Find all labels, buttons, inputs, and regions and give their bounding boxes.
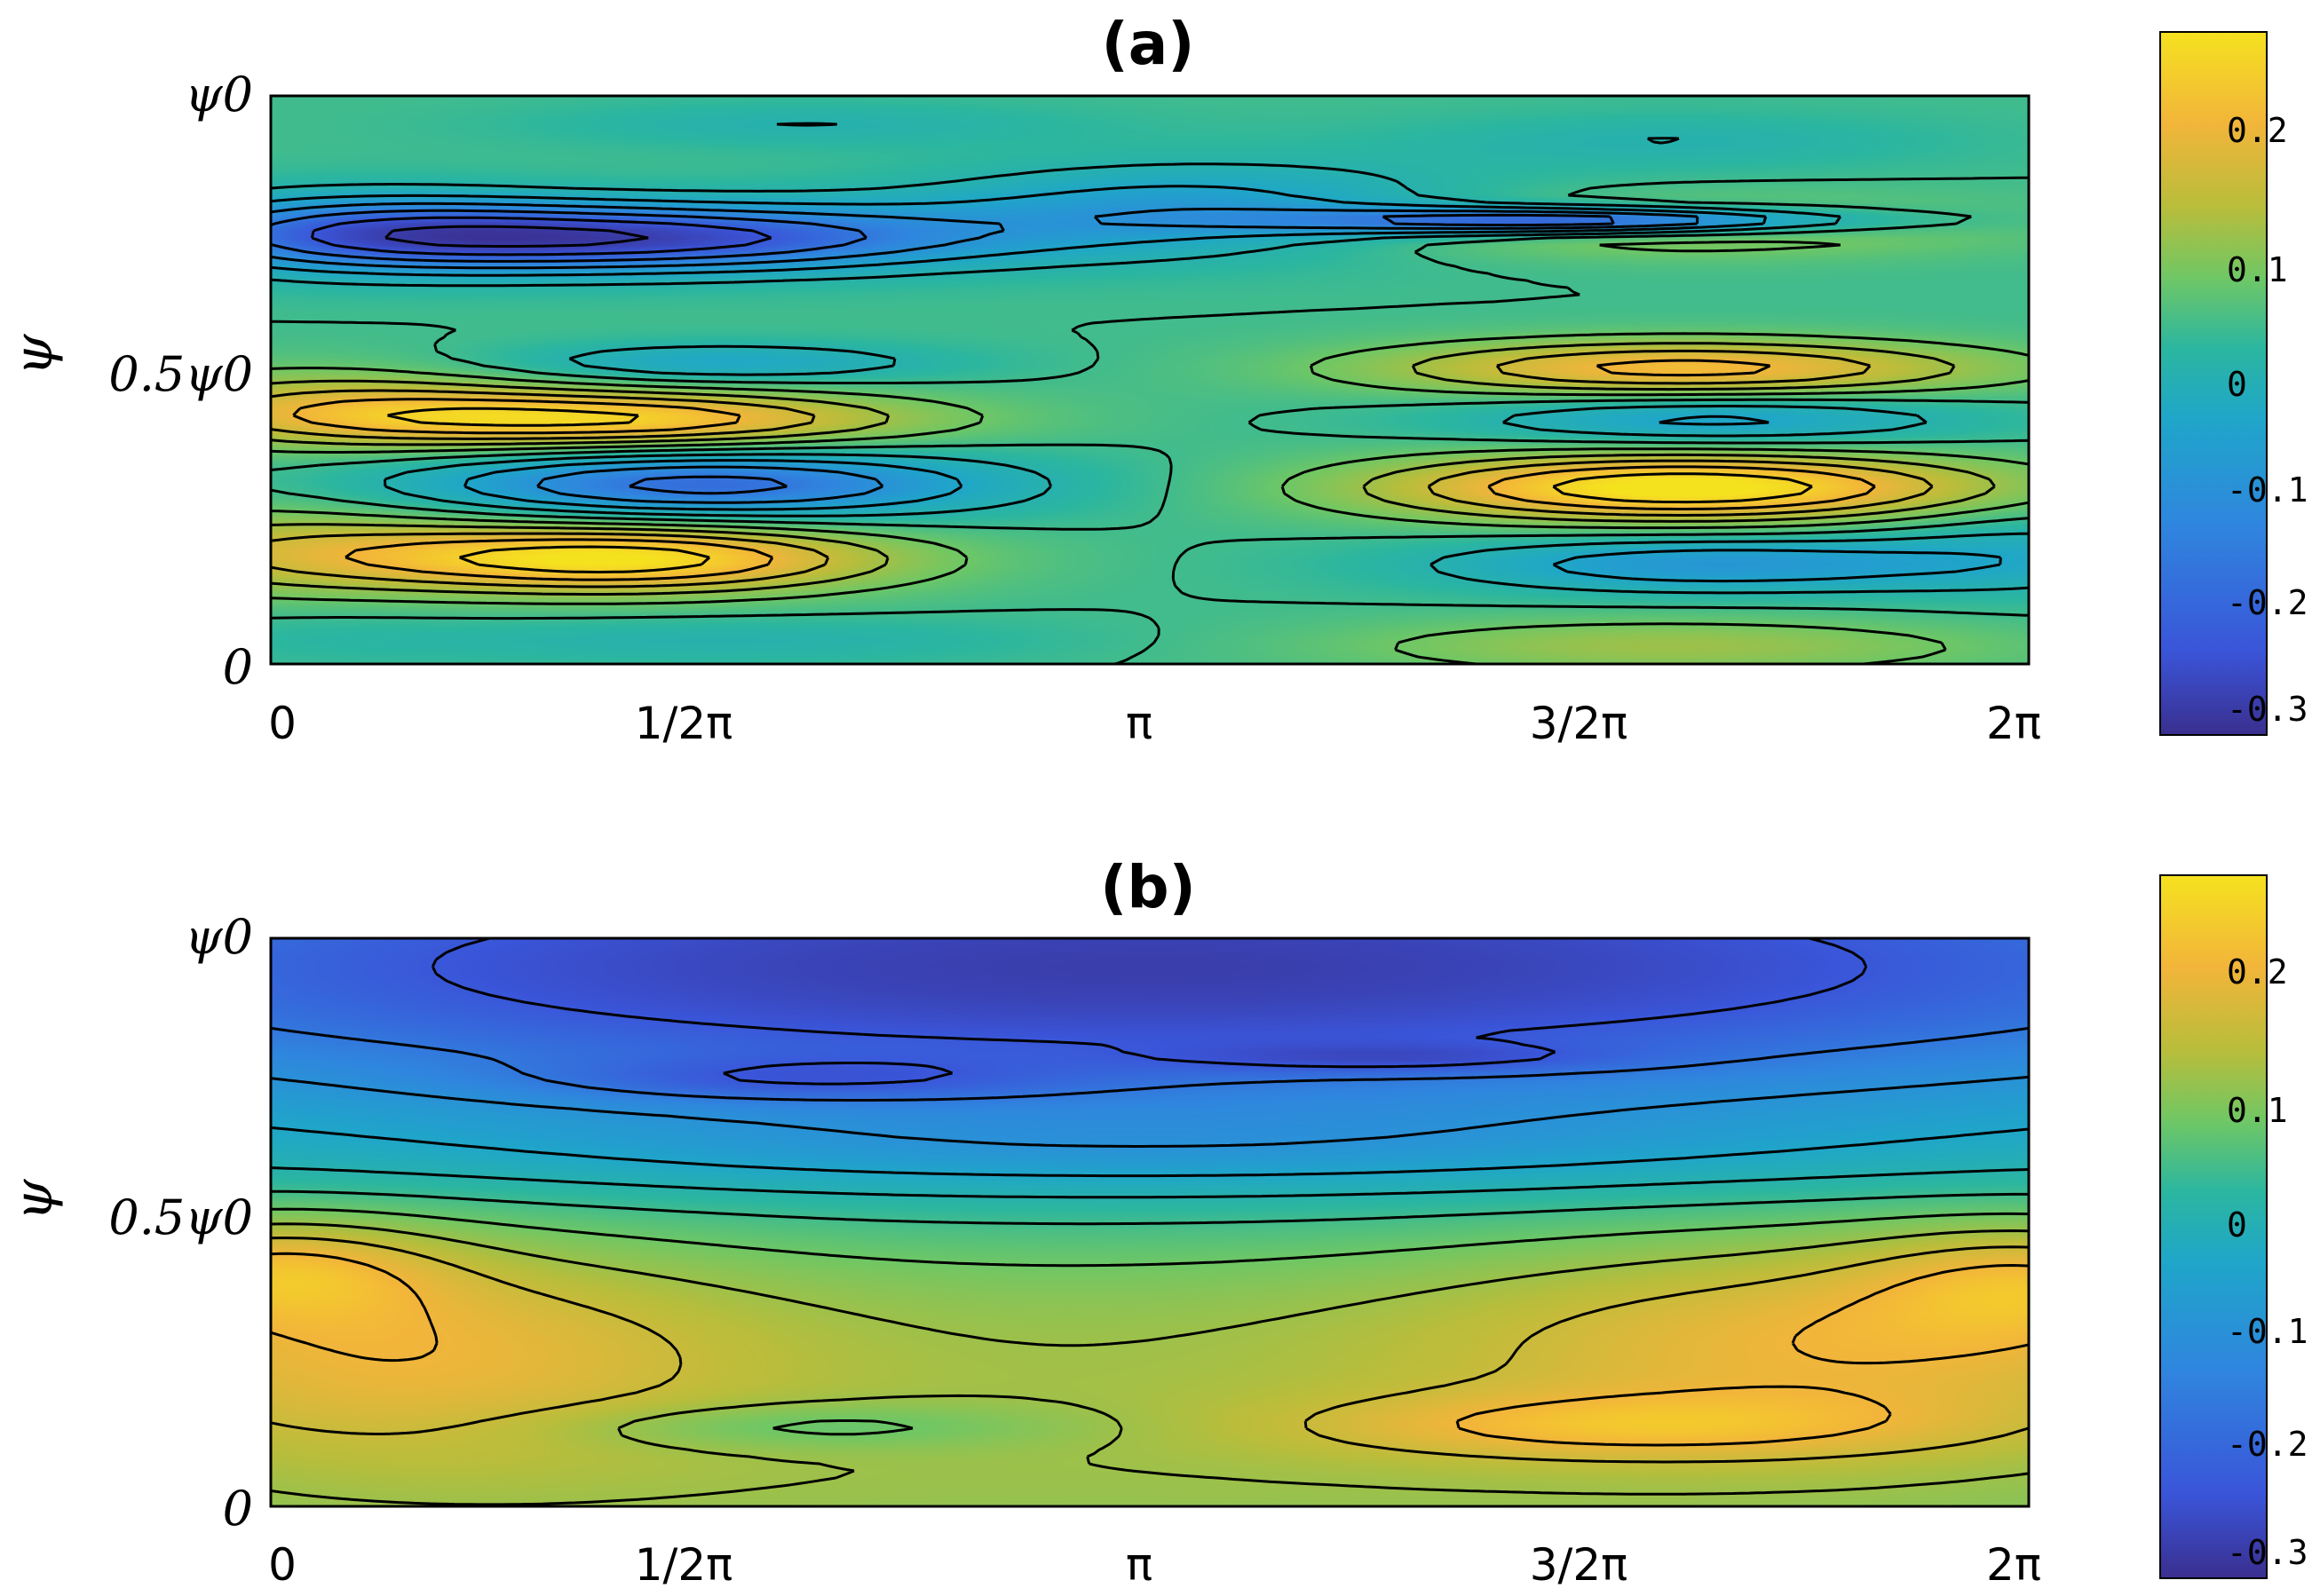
- panel-a-xtick: 1/2π: [635, 698, 733, 749]
- contour-line: [270, 1075, 2030, 1148]
- panel-b-ytick: ψ0: [185, 909, 253, 965]
- contour-line: [270, 201, 1699, 504]
- panel-a-contours: [270, 122, 2030, 666]
- panel-b-colorbar-tick: 0.2: [2227, 952, 2288, 992]
- panel-b-colorbar-gradient: [2159, 874, 2268, 1579]
- contour-line: [271, 1189, 2029, 1226]
- contour-line: [270, 1026, 2030, 1102]
- panel-a-ytick: ψ0: [185, 67, 253, 122]
- panel-b-colorbar: 0.2 0.1 0 -0.1 -0.2 -0.3: [2159, 874, 2308, 1579]
- panel-b-ytick: 0.5ψ0: [108, 1189, 253, 1245]
- contour-line: [271, 1207, 2030, 1436]
- panel-a-colorbar-gradient: [2159, 31, 2268, 736]
- panel-b: (b) 0 1/2π π 3/2π 2π 0 0.5ψ0 ψ0 ψ 0.2 0.…: [3, 853, 2308, 1591]
- panel-a-heatmap: [271, 96, 2029, 664]
- panel-b-colorbar-tick: 0.1: [2227, 1091, 2288, 1130]
- panel-b-xtick: 3/2π: [1530, 1539, 1628, 1591]
- panel-b-frame: [269, 936, 2031, 1508]
- contour-line: [270, 342, 1996, 596]
- contour-line: [270, 209, 1615, 495]
- panel-b-contours: [270, 936, 2030, 1506]
- panel-a-colorbar: 0.2 0.1 0 -0.1 -0.2 -0.3: [2159, 31, 2308, 736]
- panel-a-title: (a): [1102, 10, 1195, 78]
- contour-line: [270, 176, 2030, 666]
- panel-a-colorbar-tick: -0.1: [2227, 470, 2308, 510]
- panel-b-xtick: 2π: [1986, 1539, 2041, 1591]
- panel-a-xtick: 2π: [1986, 698, 2041, 749]
- contour-line: [270, 349, 1934, 589]
- panel-a-colorbar-tick: 0.1: [2227, 250, 2288, 289]
- contour-line: [270, 185, 2002, 583]
- panel-a-ytick: 0.5ψ0: [108, 346, 253, 402]
- panel-b-ylabel: ψ: [3, 1179, 65, 1221]
- contour-line: [384, 225, 649, 248]
- panel-b-colorbar-tick: 0: [2227, 1205, 2247, 1244]
- panel-b-colorbar-tick: -0.3: [2227, 1533, 2308, 1572]
- contour-line: [270, 122, 2030, 595]
- panel-a-xtick: π: [1126, 698, 1152, 749]
- panel-b-xtick: 0: [268, 1539, 297, 1591]
- panel-b-ytick: 0: [223, 1481, 253, 1537]
- panel-b-title: (b): [1100, 853, 1196, 921]
- contour-line: [270, 1222, 2030, 1506]
- panel-b-colorbar-tick: -0.1: [2227, 1312, 2308, 1351]
- panel-a: (a) 0 1/2π π 3/2π 2π 0 0.5ψ0 ψ0 ψ 0.2 0.…: [3, 10, 2308, 749]
- panel-a-frame: [269, 94, 2031, 666]
- contour-line: [270, 1166, 2030, 1199]
- panel-a-colorbar-tick: -0.3: [2227, 690, 2308, 729]
- panel-a-colorbar-tick: -0.2: [2227, 583, 2308, 622]
- panel-a-colorbar-tick: 0.2: [2227, 111, 2288, 150]
- panel-a-colorbar-tick: 0: [2227, 365, 2247, 404]
- panel-b-xtick: π: [1126, 1539, 1152, 1591]
- contour-line: [387, 407, 1813, 573]
- contour-line: [270, 240, 2030, 666]
- contour-line: [270, 1237, 2030, 1464]
- panel-b-colorbar-tick: -0.2: [2227, 1425, 2308, 1464]
- contour-line: [270, 1126, 2030, 1178]
- panel-a-ytick: 0: [223, 639, 253, 695]
- panel-b-xtick: 1/2π: [635, 1539, 733, 1591]
- panel-a-ylabel: ψ: [3, 334, 65, 376]
- panel-a-xtick: 3/2π: [1530, 698, 1628, 749]
- panel-a-xtick: 0: [268, 698, 297, 749]
- contour-line: [270, 1252, 2030, 1447]
- contour-line: [431, 936, 1868, 1086]
- contour-line: [292, 359, 1876, 581]
- contour-line: [310, 216, 772, 257]
